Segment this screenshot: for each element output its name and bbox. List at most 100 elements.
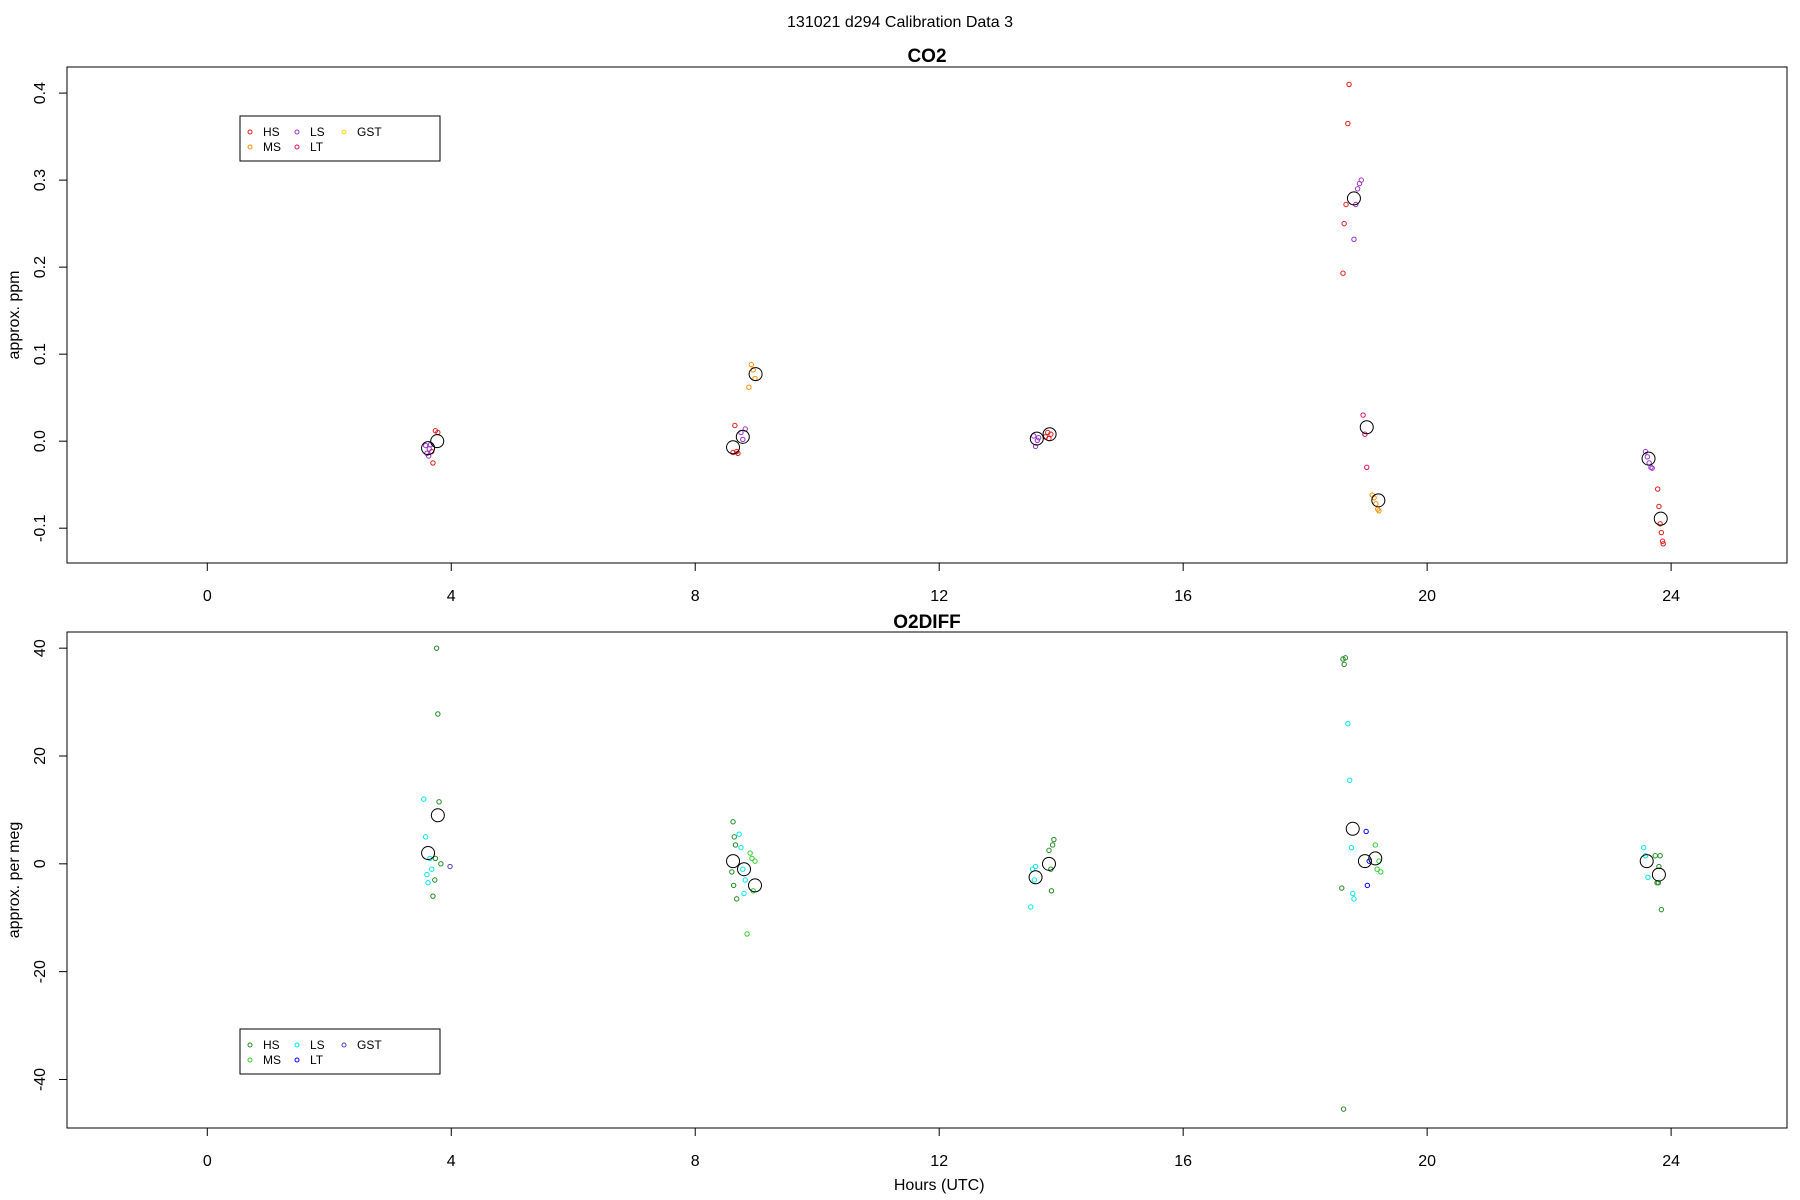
- data-point-ls: [1640, 844, 1647, 851]
- y-tick-label: 0.4: [32, 82, 49, 104]
- data-point-ms: [1374, 866, 1380, 872]
- y-tick-label: 0.1: [32, 343, 49, 365]
- data-point-ls: [425, 453, 432, 459]
- mean-marker: [737, 862, 752, 877]
- data-point-ls: [1035, 434, 1042, 441]
- y-tick-label: 0.3: [32, 169, 49, 191]
- legend-label-ls: LS: [310, 125, 325, 139]
- data-point-ls: [429, 866, 435, 872]
- data-point-ls: [421, 796, 427, 802]
- mean-marker: [430, 434, 445, 449]
- x-tick-label: 4: [447, 588, 456, 605]
- data-point-hs: [1342, 655, 1349, 661]
- data-point-ls: [1649, 465, 1655, 471]
- legend-label-gst: GST: [357, 125, 382, 139]
- data-point-ls: [1351, 896, 1357, 902]
- data-point-ls: [1345, 720, 1351, 727]
- legend-label-ms: MS: [263, 1053, 281, 1067]
- legend-label-hs: HS: [263, 1038, 280, 1052]
- data-point-hs: [1048, 431, 1054, 437]
- data-point-lt: [1363, 828, 1369, 835]
- data-point-hs: [732, 842, 739, 848]
- mean-marker: [1345, 821, 1360, 836]
- data-point-hs: [1341, 661, 1347, 668]
- data-point-ls: [1354, 186, 1361, 192]
- data-point-ms: [744, 931, 750, 937]
- data-point-hs: [1051, 836, 1057, 843]
- mean-marker: [1346, 191, 1361, 206]
- data-point-hs: [1660, 541, 1666, 547]
- data-point-hs: [438, 861, 444, 867]
- x-tick-label: 8: [691, 1153, 700, 1170]
- data-point-ls: [1346, 777, 1353, 783]
- mean-marker: [726, 440, 741, 455]
- mean-marker: [1639, 854, 1654, 869]
- legend-box: [239, 115, 441, 162]
- data-point-ms: [747, 850, 753, 856]
- data-point-ms: [752, 858, 758, 864]
- x-tick-label: 12: [930, 1153, 948, 1170]
- legend-marker-gst: [341, 1042, 347, 1048]
- mean-marker: [748, 878, 762, 893]
- data-point-ls: [1034, 437, 1041, 444]
- legend-marker-ls: [294, 129, 300, 135]
- data-point-hs: [1340, 1106, 1347, 1112]
- data-point-ls: [1644, 454, 1651, 460]
- mean-marker: [421, 846, 436, 861]
- data-point-hs: [730, 882, 737, 889]
- data-point-ms: [746, 384, 752, 390]
- mean-marker: [430, 808, 445, 823]
- data-point-ls: [1031, 877, 1038, 883]
- data-point-hs: [1657, 521, 1663, 527]
- y-tick-label: -40: [32, 1068, 49, 1091]
- mean-marker: [1371, 493, 1386, 508]
- data-point-ls: [738, 844, 744, 851]
- data-point-hs: [433, 645, 440, 651]
- x-tick-label: 8: [691, 588, 700, 605]
- mean-marker: [1042, 427, 1057, 442]
- data-point-hs: [1658, 529, 1665, 536]
- legend-box: [239, 1028, 441, 1075]
- legend-marker-lt: [294, 144, 300, 150]
- o2diff-panel: O2DIFF 0 4 8 12 16 20 24 -40 -20 0 20 40 approx. per …: [6, 612, 1788, 1194]
- x-tick-label: 24: [1662, 1153, 1680, 1170]
- co2-panel: CO2 0 4 8 12 16 20 24 -0.1 0.0 0.1 0.2 0.3 0.4 approx.…: [6, 46, 1788, 605]
- figure-title: 131021 d294 Calibration Data 3: [787, 14, 1013, 31]
- mean-marker: [1028, 870, 1043, 885]
- data-point-hs: [1657, 853, 1663, 859]
- data-point-ls: [424, 871, 430, 878]
- mean-marker: [1641, 451, 1656, 466]
- x-tick-label: 20: [1418, 588, 1436, 605]
- data-point-lt: [1364, 882, 1371, 889]
- legend-marker-gst: [341, 129, 347, 135]
- data-point-ls: [742, 877, 748, 883]
- data-point-ms: [1376, 508, 1382, 514]
- mean-marker: [726, 854, 741, 869]
- data-point-hs: [1655, 879, 1662, 886]
- data-point-ls: [740, 866, 746, 872]
- data-point-ls: [1351, 236, 1357, 242]
- legend-marker-ms: [247, 1057, 253, 1063]
- mean-marker: [1651, 867, 1666, 882]
- x-tick-label: 4: [447, 1153, 456, 1170]
- data-point-hs: [1046, 847, 1052, 854]
- panel-title: O2DIFF: [893, 612, 961, 633]
- data-point-hs: [432, 877, 438, 883]
- data-point-ls: [422, 834, 429, 840]
- data-point-ls: [426, 446, 432, 452]
- x-tick-label: 0: [203, 588, 212, 605]
- data-point-hs: [1049, 842, 1056, 848]
- mean-marker: [1029, 431, 1044, 446]
- y-tick-label: -0.1: [32, 514, 49, 542]
- legend-label-lt: LT: [310, 1053, 324, 1067]
- data-point-hs: [1656, 503, 1662, 510]
- data-point-hs: [1345, 120, 1351, 127]
- data-point-hs: [1343, 201, 1349, 208]
- legend-label-hs: HS: [263, 125, 280, 139]
- data-point-ms: [748, 361, 755, 368]
- y-tick-label: 40: [32, 639, 49, 657]
- mean-marker: [1653, 511, 1668, 526]
- data-point-hs: [1346, 81, 1352, 88]
